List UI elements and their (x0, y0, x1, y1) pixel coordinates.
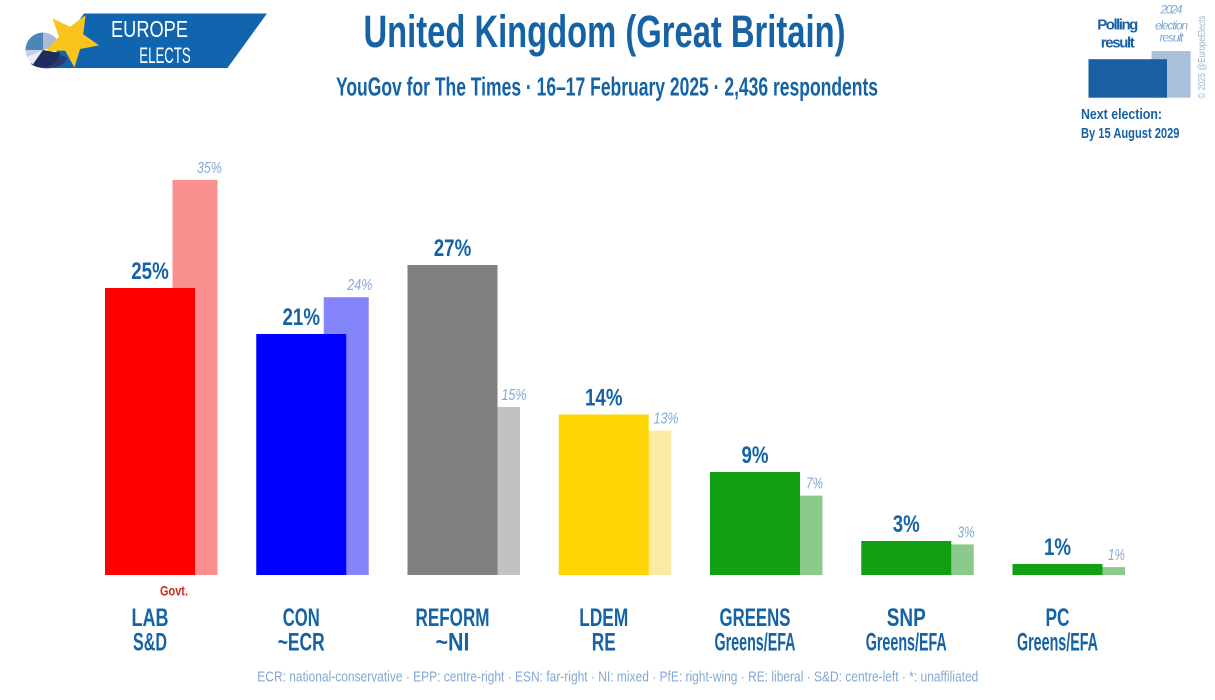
svg-text:21%: 21% (283, 304, 321, 331)
svg-text:7%: 7% (806, 476, 823, 493)
svg-text:~NI: ~NI (436, 629, 470, 657)
svg-text:result: result (1160, 31, 1185, 45)
svg-text:24%: 24% (347, 277, 373, 294)
svg-text:2024: 2024 (1160, 3, 1183, 17)
svg-text:Greens/EFA: Greens/EFA (1017, 629, 1098, 657)
svg-text:S&D: S&D (133, 629, 167, 657)
svg-text:3%: 3% (958, 524, 975, 541)
svg-text:27%: 27% (434, 235, 472, 262)
svg-text:CON: CON (283, 604, 320, 632)
svg-text:1%: 1% (1044, 534, 1071, 561)
svg-text:Next election:: Next election: (1081, 106, 1162, 123)
svg-text:1%: 1% (1108, 547, 1125, 564)
svg-text:Greens/EFA: Greens/EFA (715, 629, 796, 657)
svg-text:United Kingdom (Great Britain): United Kingdom (Great Britain) (364, 6, 846, 57)
svg-text:14%: 14% (585, 385, 623, 412)
svg-text:Greens/EFA: Greens/EFA (866, 629, 947, 657)
svg-text:ECR: national-conservative · E: ECR: national-conservative · EPP: centre… (257, 670, 978, 686)
svg-text:25%: 25% (131, 258, 169, 285)
svg-text:PC: PC (1046, 604, 1070, 632)
svg-text:REFORM: REFORM (416, 604, 490, 632)
svg-text:RE: RE (592, 629, 616, 657)
svg-text:By 15 August 2029: By 15 August 2029 (1081, 125, 1180, 142)
svg-text:LAB: LAB (132, 604, 169, 632)
svg-text:15%: 15% (502, 387, 527, 404)
svg-text:Govt.: Govt. (160, 582, 188, 598)
svg-text:ELECTS: ELECTS (139, 43, 191, 68)
svg-text:Polling: Polling (1097, 16, 1138, 33)
svg-text:3%: 3% (893, 511, 920, 538)
svg-text:LDEM: LDEM (579, 604, 628, 632)
svg-text:result: result (1101, 35, 1135, 52)
svg-text:13%: 13% (654, 411, 679, 428)
svg-text:© 2025 @EuropeElects: © 2025 @EuropeElects (1197, 16, 1208, 99)
svg-text:election: election (1155, 19, 1188, 33)
svg-text:9%: 9% (742, 442, 769, 469)
svg-text:~ECR: ~ECR (278, 629, 325, 657)
svg-text:GREENS: GREENS (720, 604, 791, 632)
svg-text:35%: 35% (197, 160, 222, 177)
svg-text:YouGov for The Times · 16–17 F: YouGov for The Times · 16–17 February 20… (336, 72, 878, 102)
svg-text:SNP: SNP (887, 604, 926, 632)
svg-text:EUROPE: EUROPE (111, 16, 188, 42)
